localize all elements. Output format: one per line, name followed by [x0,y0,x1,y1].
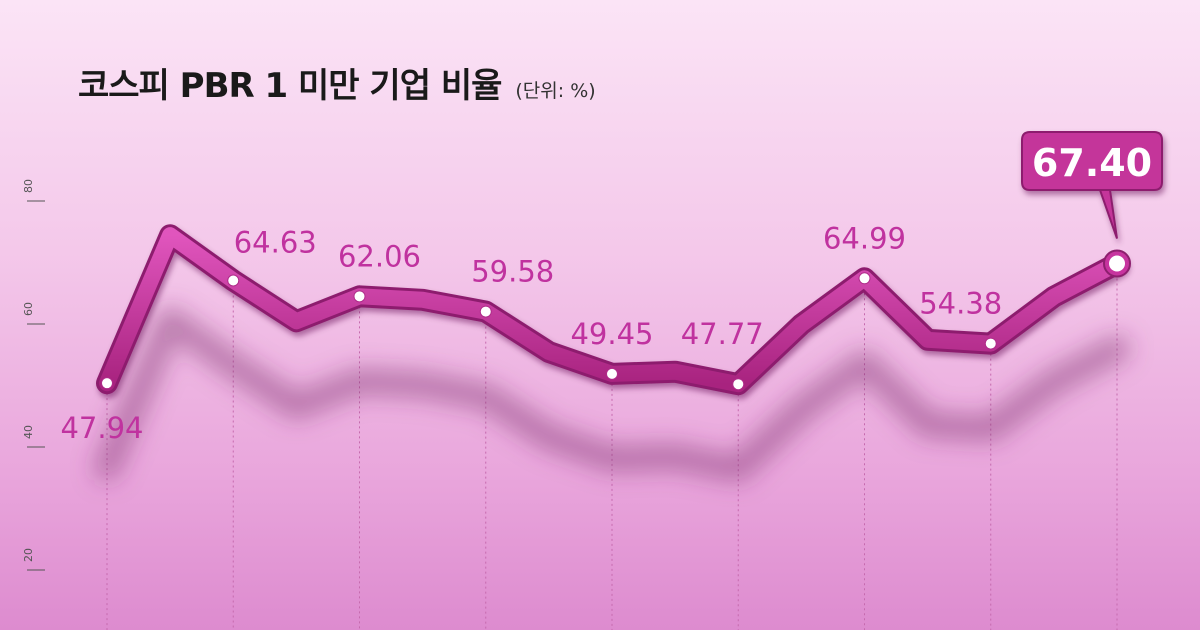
y-tick-label: 80 [22,179,35,193]
highlight-callout-box [1021,131,1163,239]
data-point [227,274,240,287]
data-label: 54.38 [919,287,1002,321]
data-label: 49.45 [570,317,653,351]
highlight-value-label: 67.40 [1032,141,1152,185]
y-tick-label: 20 [22,548,35,562]
data-label: 64.99 [823,221,906,255]
data-label: 47.94 [60,411,143,445]
data-point [353,290,366,303]
data-point [732,378,745,391]
data-point [101,377,113,390]
highlight-point [1109,255,1125,272]
data-label: 47.77 [681,317,764,351]
unit-label: (단위: %) [515,80,596,102]
data-point [984,337,997,350]
data-point [606,367,618,380]
y-tick-label: 60 [22,302,35,316]
y-tick-label: 40 [22,425,35,439]
data-point [858,272,871,285]
data-label: 62.06 [338,239,421,273]
data-label: 64.63 [234,226,317,260]
line-shadow [94,307,1130,483]
data-label: 59.58 [471,255,554,289]
data-point [479,305,492,318]
chart-title: 코스피 PBR 1 미만 기업 비율 [78,66,502,106]
